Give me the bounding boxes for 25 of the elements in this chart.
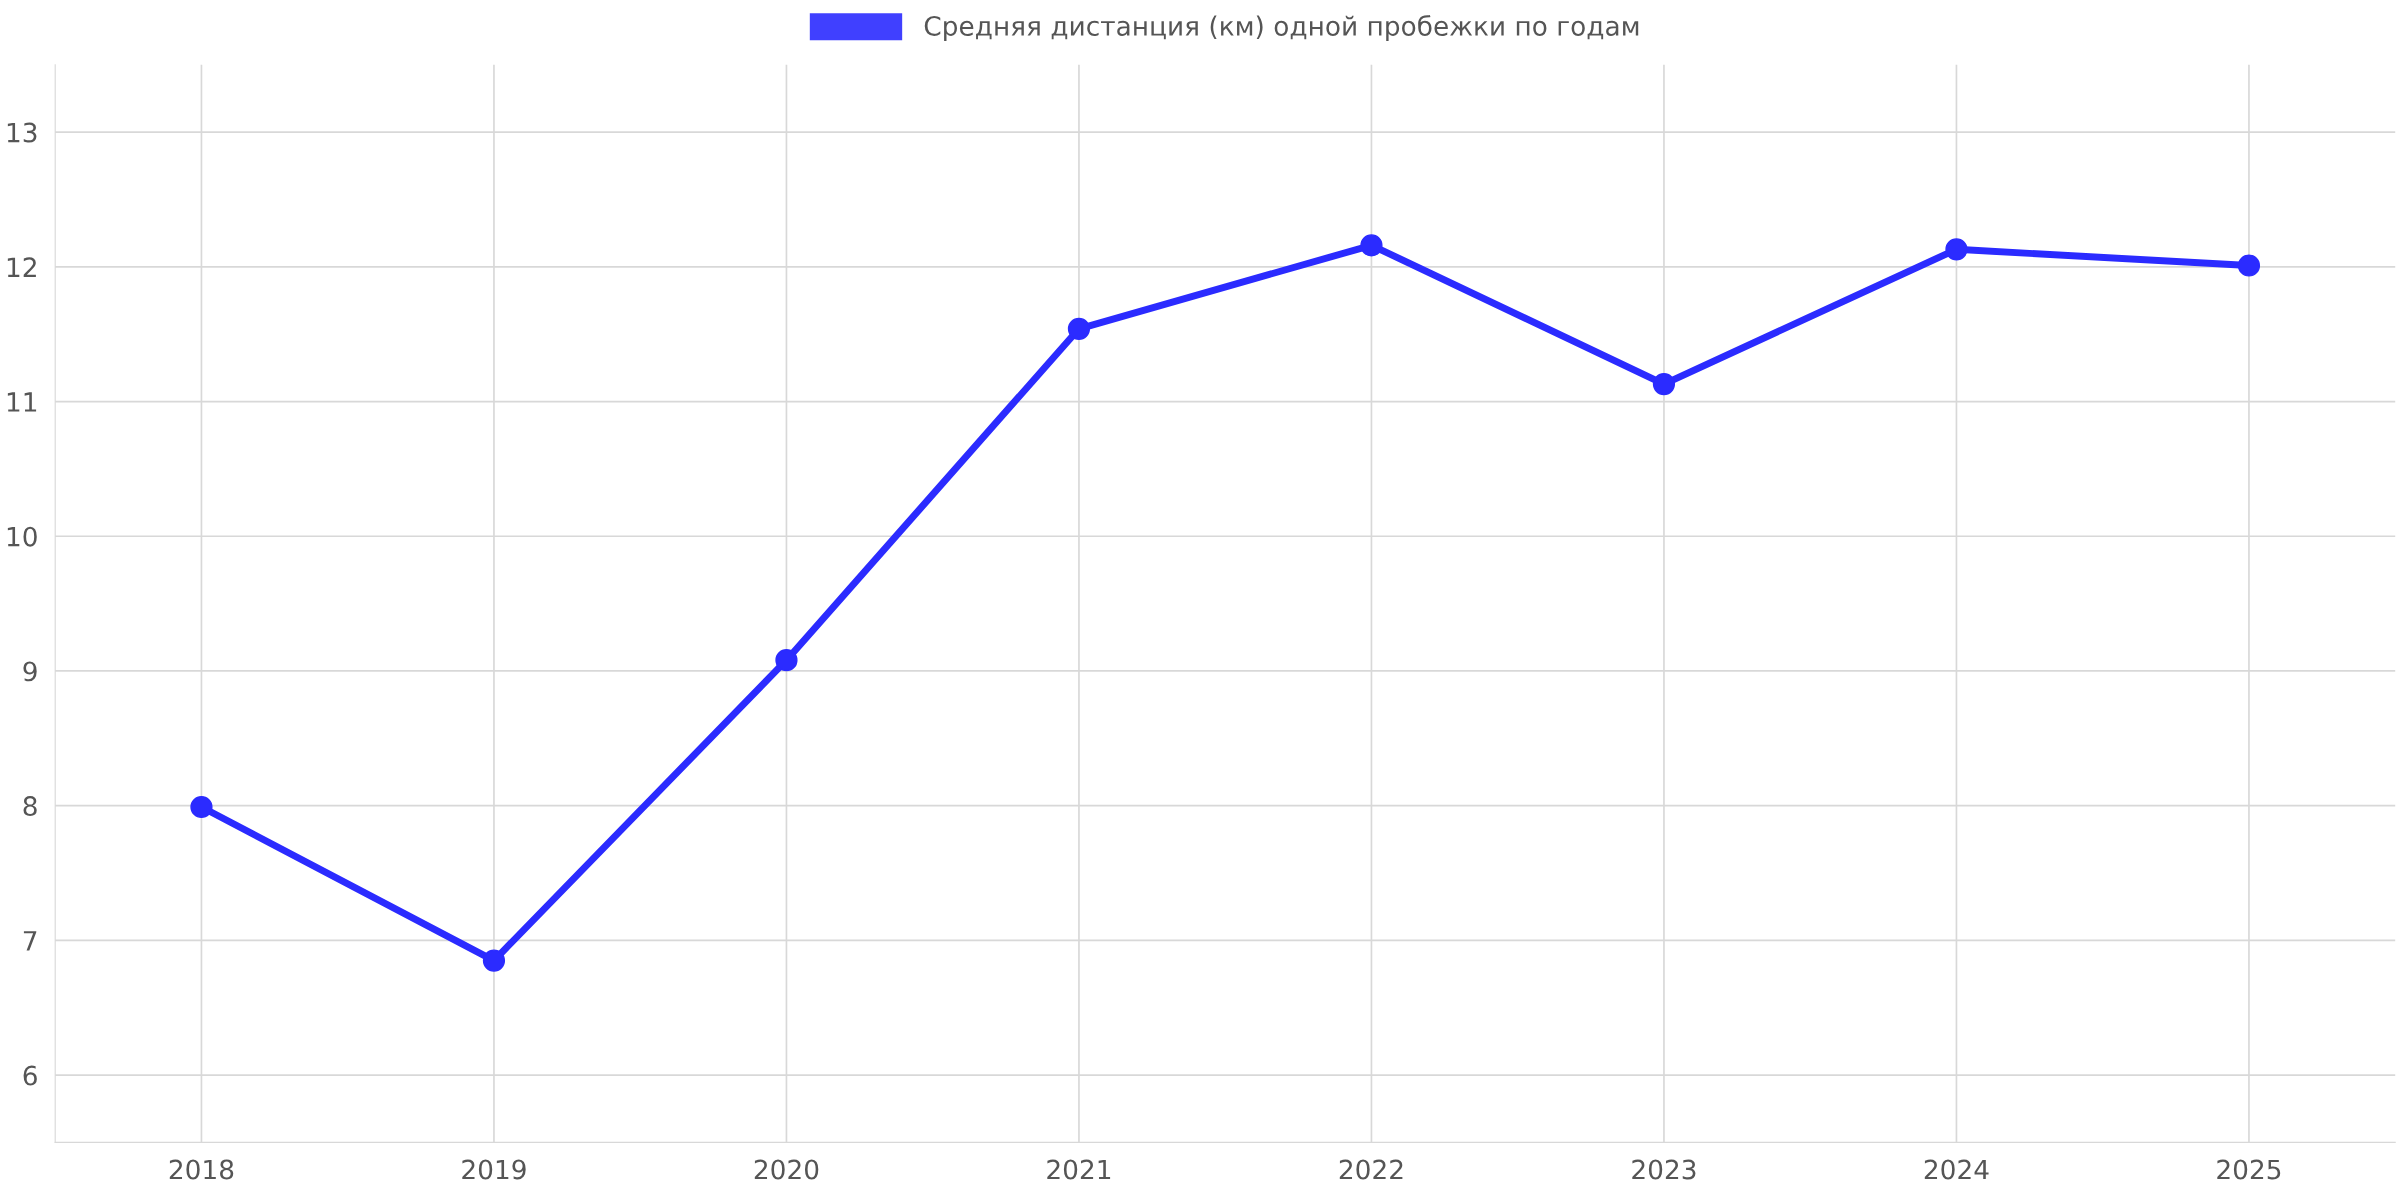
y-tick-label: 10 [7,526,37,547]
y-tick-label: 8 [23,796,37,817]
y-tick-label: 13 [7,122,37,143]
point [1067,317,1091,340]
y-tick-label: 11 [7,392,37,412]
x-tick-label: 2021 [1047,1159,1111,1180]
x-tick-label: 2020 [754,1159,819,1180]
x-tick-label: 2023 [1632,1159,1696,1180]
y-tick-label: 12 [7,257,36,277]
y-tick-label: 6 [23,1065,37,1086]
point [1652,372,1676,396]
y-tick-label: 9 [23,661,37,682]
point [775,649,798,672]
point [482,949,506,972]
y-tick-label: 7 [23,931,37,951]
point [1360,234,1383,257]
legend-label: Средняя дистанция (км) одной пробежки по годам [924,15,1639,42]
x-tick-label: 2022 [1339,1159,1403,1180]
x-tick-label: 2025 [2217,1159,2281,1180]
x-tick-label: 2024 [1924,1159,1989,1180]
x-tick-label: 2018 [169,1159,234,1180]
point [190,795,213,819]
point [2237,254,2261,277]
point [1945,238,1968,261]
x-tick-label: 2019 [462,1159,526,1180]
